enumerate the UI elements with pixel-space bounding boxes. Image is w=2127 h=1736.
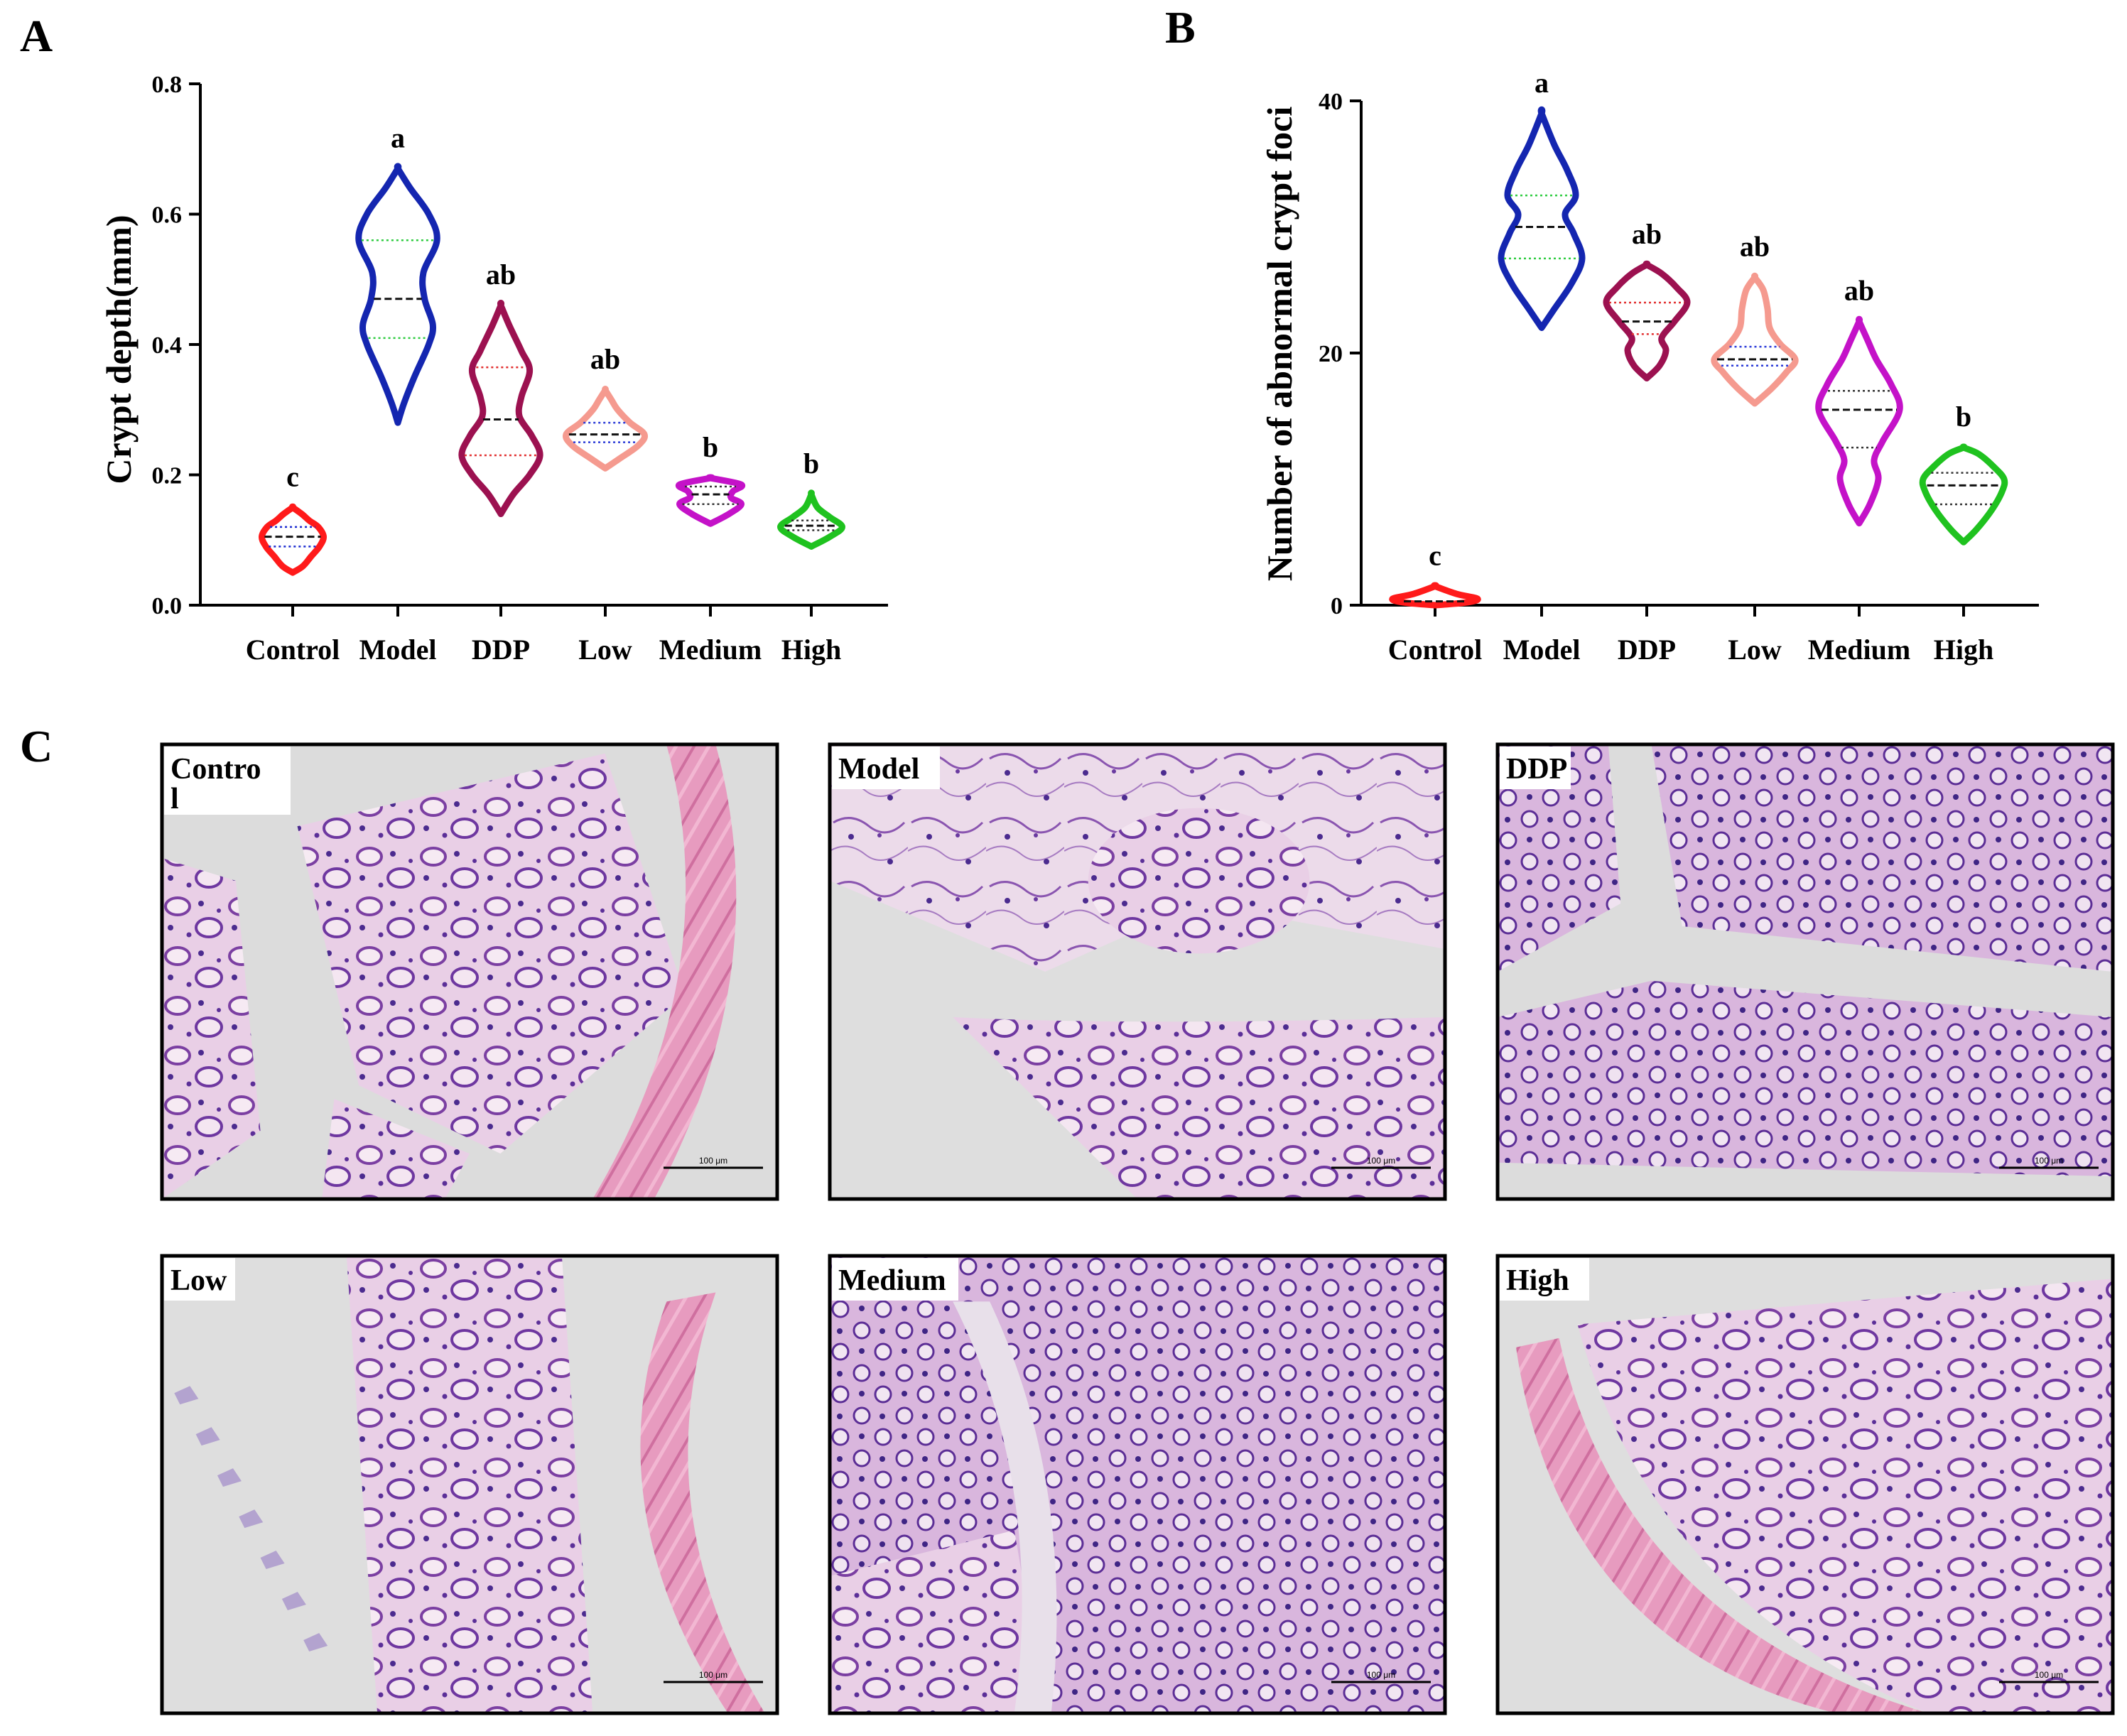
- chart-a-violin-ddp: [458, 300, 543, 518]
- micrograph-label: DDP: [1506, 753, 1567, 786]
- scale-bar-label: 100 μm: [2035, 1156, 2063, 1166]
- tissue-image: [1498, 1256, 2113, 1713]
- chart-a-violin-control: [259, 503, 327, 576]
- chart-b-xtick-label-ddp: DDP: [1618, 634, 1676, 666]
- chart-a-xtick-label-high: High: [781, 634, 841, 666]
- chart-a-violin-model: [355, 163, 440, 426]
- chart-a-sig-control: c: [286, 460, 299, 492]
- chart-b-sig-ddp: ab: [1632, 218, 1662, 250]
- panel-letter-c: C: [20, 721, 53, 771]
- chart-a-ylabel: Crypt depth(mm): [99, 215, 139, 484]
- micrograph-label: Medium: [838, 1264, 946, 1297]
- chart-b-xtick-label-low: Low: [1728, 634, 1782, 666]
- tissue-image: [162, 1256, 777, 1713]
- micrograph-low: Low 100 μm: [160, 1254, 779, 1715]
- micrograph-ddp: DDP 100 μm: [1495, 742, 2115, 1201]
- micrograph-label: Contro: [171, 753, 261, 786]
- tissue-image: [1498, 744, 2113, 1199]
- chart-a-ytick-label: 0.6: [152, 202, 183, 229]
- chart-b-ytick-label: 0: [1331, 593, 1343, 619]
- chart-a-sig-high: b: [803, 447, 819, 479]
- chart-b-violin-high: [1919, 443, 2008, 546]
- chart-b-xtick-label-model: Model: [1503, 634, 1581, 666]
- chart-b: Number of abnormal crypt foci 0 20 40 Cont…: [1260, 67, 2039, 666]
- chart-a: Crypt depth(mm) 0.0 0.2 0.4 0.6 0.8 Control M…: [99, 72, 888, 666]
- chart-a-sig-model: a: [391, 121, 405, 153]
- chart-b-sig-model: a: [1535, 67, 1549, 99]
- chart-a-xtick-label-control: Control: [246, 634, 340, 666]
- tissue-image: [830, 1256, 1445, 1713]
- micrograph-border: [828, 1254, 1447, 1715]
- chart-b-sig-low: ab: [1740, 231, 1770, 263]
- scale-bar-label: 100 μm: [699, 1156, 727, 1166]
- micrograph-high: High 100 μm: [1495, 1254, 2115, 1715]
- micrograph-control: Control 100 μm: [160, 742, 779, 1201]
- micrograph-border: [828, 742, 1447, 1201]
- micrograph-border: [160, 1254, 779, 1715]
- chart-b-ytick-label: 20: [1319, 341, 1343, 367]
- chart-a-ytick-label: 0.8: [152, 72, 183, 98]
- chart-b-xtick-label-high: High: [1934, 634, 1993, 666]
- chart-b-ylabel: Number of abnormal crypt foci: [1260, 107, 1299, 582]
- chart-b-xtick-label-medium: Medium: [1808, 634, 1910, 666]
- chart-a-ytick-label: 0.2: [152, 463, 183, 489]
- micrograph-label-bg: [1500, 1258, 1589, 1301]
- micrograph-model: Model 100 μm: [828, 742, 1447, 1201]
- micrograph-label: Model: [838, 753, 919, 786]
- chart-b-sig-high: b: [1956, 401, 1971, 433]
- chart-a-xtick-label-model: Model: [359, 634, 437, 666]
- tissue-image: [162, 744, 777, 1199]
- micrograph-label-bg: [164, 1258, 235, 1301]
- micrograph-grid: Control 100 μm Model 100 μm DDP 100 μm Low 100 …: [160, 742, 2115, 1715]
- chart-b-violin-model: [1498, 106, 1586, 331]
- micrograph-label: l: [171, 783, 179, 815]
- micrograph-label-bg: [1500, 747, 1571, 789]
- scale-bar-label: 100 μm: [1367, 1670, 1395, 1680]
- chart-a-xtick-label-ddp: DDP: [472, 634, 530, 666]
- micrograph-label-bg: [164, 747, 291, 815]
- tissue-image: [830, 744, 1445, 1199]
- micrograph-label-bg: [832, 1258, 958, 1301]
- micrograph-label: Low: [171, 1264, 227, 1297]
- chart-a-sig-medium: b: [703, 431, 718, 463]
- chart-b-violin-ddp: [1603, 260, 1691, 381]
- panel-letter-a: A: [20, 11, 53, 61]
- scale-bar-label: 100 μm: [699, 1670, 727, 1680]
- chart-b-sig-control: c: [1429, 539, 1441, 571]
- micrograph-label: High: [1506, 1264, 1569, 1297]
- chart-a-violin-medium: [675, 474, 746, 527]
- scale-bar-label: 100 μm: [2035, 1670, 2063, 1680]
- micrograph-border: [1495, 1254, 2115, 1715]
- panel-letter-b: B: [1165, 2, 1196, 53]
- chart-b-xtick-label-control: Control: [1388, 634, 1483, 666]
- chart-b-violin-control: [1389, 582, 1481, 609]
- chart-b-violin-low: [1711, 272, 1799, 407]
- chart-b-violin-medium: [1815, 315, 1903, 527]
- micrograph-border: [1495, 742, 2115, 1201]
- chart-a-xtick-label-low: Low: [578, 634, 632, 666]
- chart-a-sig-ddp: ab: [486, 259, 516, 291]
- chart-a-xtick-label-medium: Medium: [659, 634, 762, 666]
- chart-a-ytick-label: 0.0: [152, 593, 183, 619]
- chart-a-sig-low: ab: [590, 343, 620, 375]
- micrograph-medium: Medium 100 μm: [828, 1254, 1447, 1715]
- chart-a-violin-low: [562, 386, 649, 472]
- micrograph-border: [160, 742, 779, 1201]
- chart-a-ytick-label: 0.4: [152, 332, 183, 359]
- chart-b-sig-medium: ab: [1844, 275, 1874, 307]
- chart-a-violin-high: [777, 489, 845, 550]
- scale-bar-label: 100 μm: [1367, 1156, 1395, 1166]
- chart-b-ytick-label: 40: [1319, 89, 1343, 115]
- micrograph-label-bg: [832, 747, 940, 789]
